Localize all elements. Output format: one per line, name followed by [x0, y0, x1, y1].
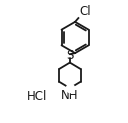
Text: Cl: Cl	[79, 5, 91, 18]
Text: NH: NH	[61, 89, 79, 102]
Text: HCl: HCl	[27, 90, 47, 103]
Text: S: S	[66, 49, 74, 62]
